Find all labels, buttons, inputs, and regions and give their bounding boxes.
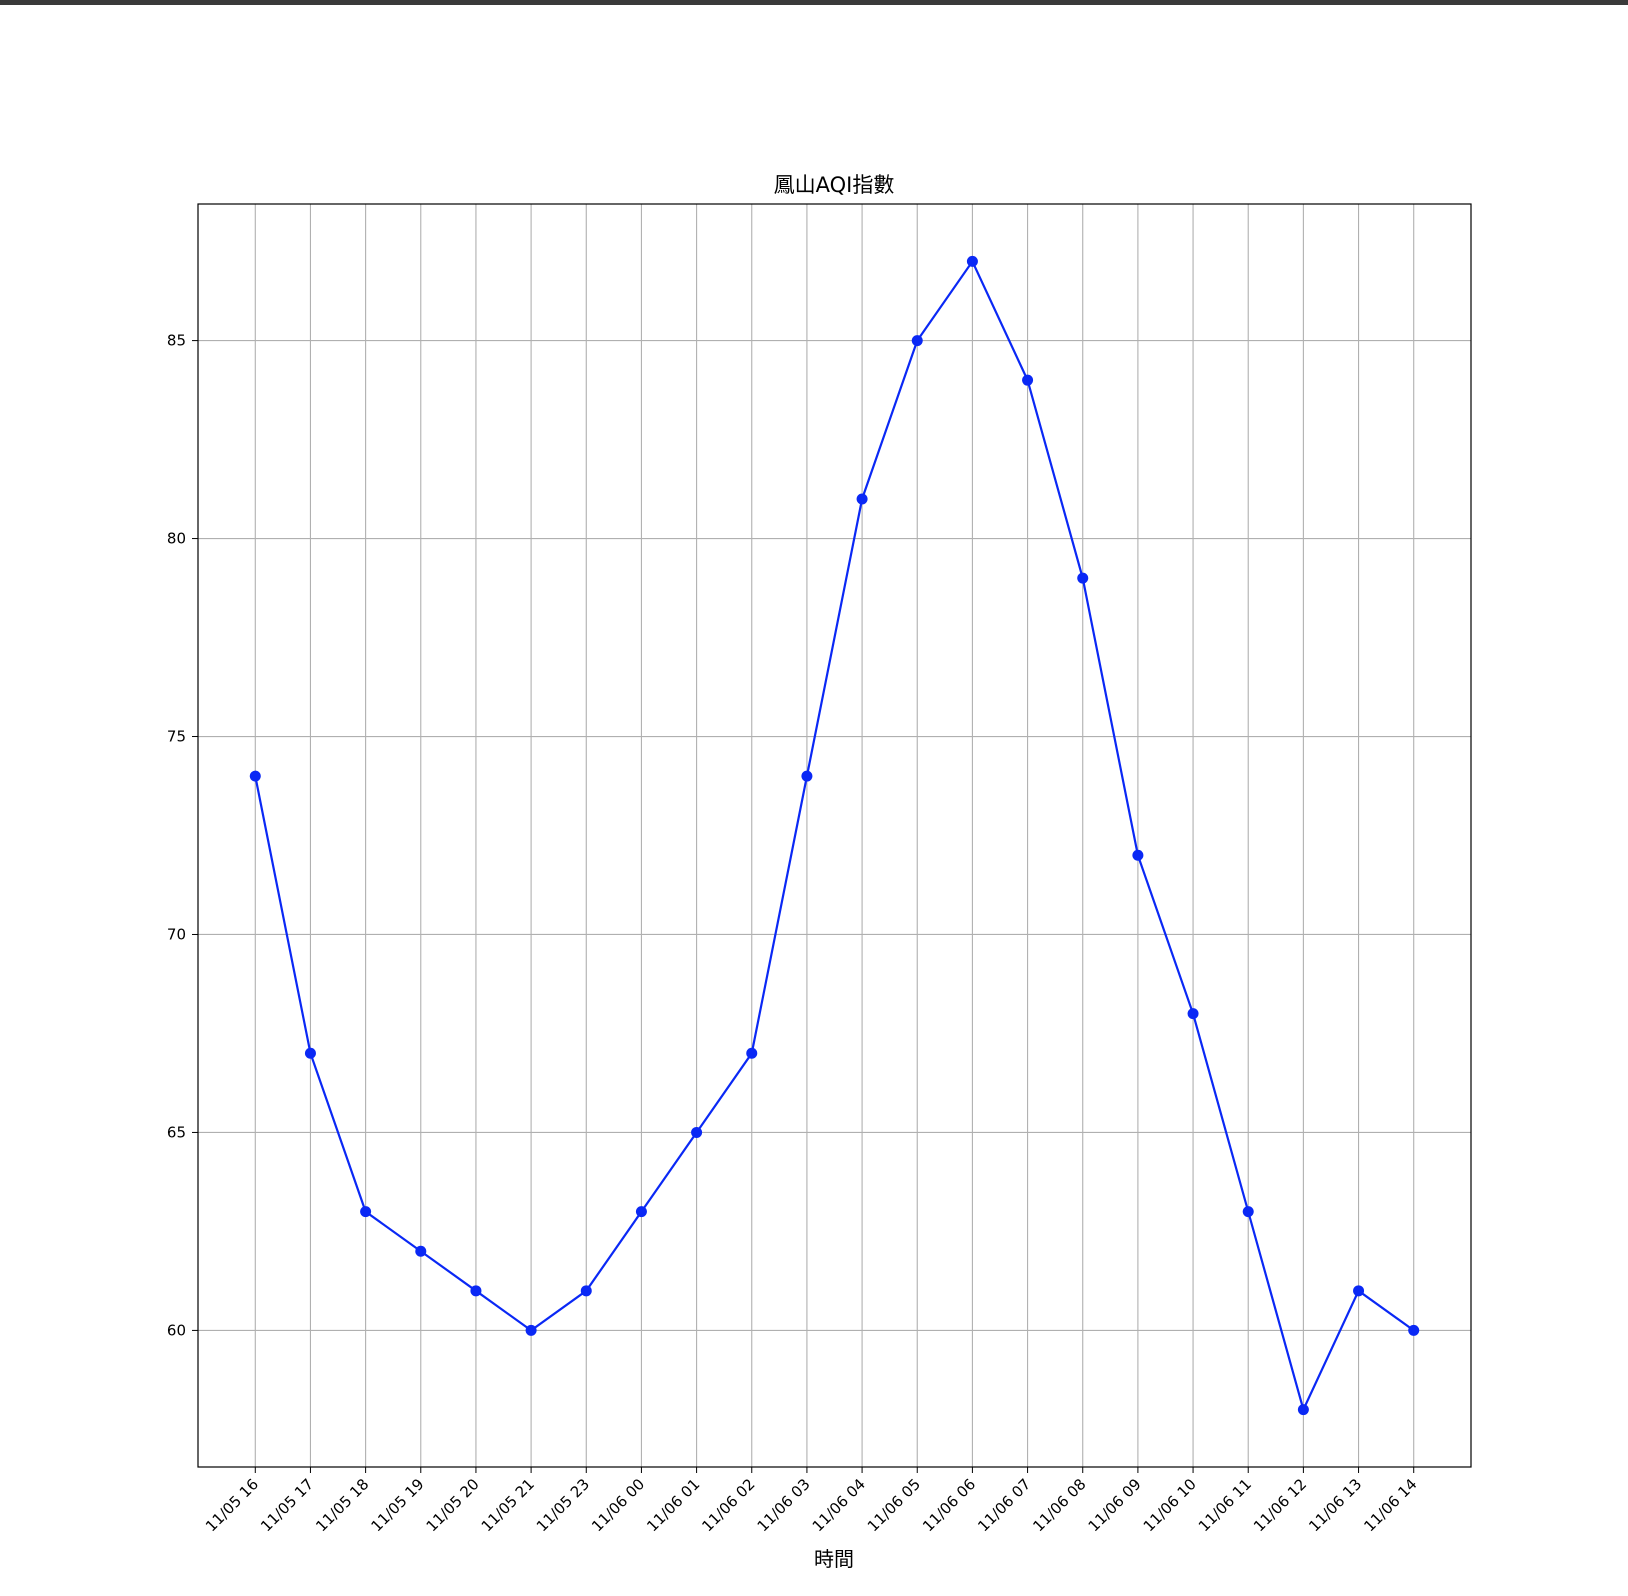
x-tick-label: 11/06 11 <box>1195 1475 1255 1535</box>
x-tick-label: 11/06 00 <box>588 1475 648 1535</box>
series-markers <box>249 255 1420 1416</box>
x-tick-label: 11/06 12 <box>1250 1475 1310 1535</box>
data-point <box>801 770 813 782</box>
data-point <box>1022 374 1034 386</box>
plot-frame <box>197 203 1472 1468</box>
x-tick-label: 11/06 06 <box>919 1475 979 1535</box>
data-point <box>525 1324 537 1336</box>
y-tick-label: 85 <box>167 332 186 350</box>
data-point <box>360 1206 372 1218</box>
x-tick-label: 11/06 01 <box>643 1475 703 1535</box>
x-tick-label: 11/05 16 <box>202 1475 262 1535</box>
data-point <box>1242 1206 1254 1218</box>
data-point <box>1408 1324 1420 1336</box>
x-tick-label: 11/06 03 <box>754 1475 814 1535</box>
data-point <box>470 1285 482 1297</box>
y-axis: 60 65 70 75 80 85 <box>167 332 198 1339</box>
x-tick-label: 11/06 07 <box>974 1475 1034 1535</box>
data-point <box>415 1245 427 1257</box>
data-point <box>304 1047 316 1059</box>
data-point <box>966 255 978 267</box>
x-tick-label: 11/06 10 <box>1140 1475 1200 1535</box>
x-tick-label: 11/06 08 <box>1029 1475 1089 1535</box>
x-tick-label: 11/06 05 <box>864 1475 924 1535</box>
data-point <box>1297 1404 1309 1416</box>
y-tick-label: 75 <box>167 728 186 746</box>
x-tick-label: 11/05 20 <box>423 1475 483 1535</box>
data-point <box>1353 1285 1365 1297</box>
x-tick-label: 11/05 21 <box>478 1475 538 1535</box>
data-point <box>911 335 923 347</box>
window-top-bar <box>0 0 1628 5</box>
y-tick-label: 70 <box>167 925 186 943</box>
data-point <box>1132 849 1144 861</box>
data-point <box>1077 572 1089 584</box>
x-tick-label: 11/05 17 <box>257 1475 317 1535</box>
data-point <box>580 1285 592 1297</box>
x-tick-label: 11/06 09 <box>1085 1475 1145 1535</box>
x-tick-label: 11/05 19 <box>367 1475 427 1535</box>
grid-lines <box>198 204 1471 1467</box>
series-line <box>254 259 1415 1413</box>
x-tick-label: 11/06 14 <box>1360 1475 1420 1535</box>
x-tick-label: 11/06 02 <box>698 1475 758 1535</box>
y-tick-label: 80 <box>167 530 186 548</box>
data-point <box>746 1047 758 1059</box>
x-tick-label: 11/06 04 <box>809 1475 869 1535</box>
data-point <box>635 1206 647 1218</box>
x-axis-title: 時間 <box>814 1547 854 1571</box>
x-tick-label: 11/06 13 <box>1305 1475 1365 1535</box>
data-point <box>856 493 868 505</box>
x-tick-label: 11/05 23 <box>533 1475 593 1535</box>
y-tick-label: 65 <box>167 1123 186 1141</box>
y-tick-label: 60 <box>167 1321 186 1339</box>
data-point <box>1187 1008 1199 1020</box>
data-point <box>249 770 261 782</box>
x-tick-label: 11/05 18 <box>312 1475 372 1535</box>
data-point <box>691 1126 703 1138</box>
chart-title: 鳳山AQI指數 <box>774 173 895 197</box>
